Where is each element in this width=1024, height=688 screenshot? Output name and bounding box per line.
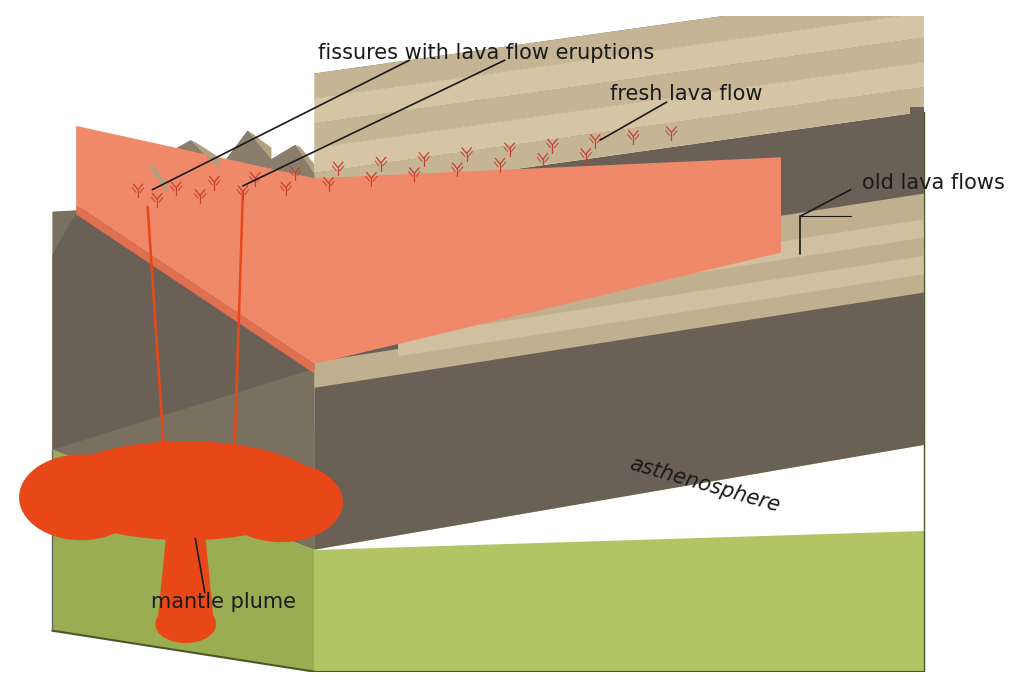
Polygon shape — [482, 230, 924, 301]
Polygon shape — [314, 62, 924, 173]
Polygon shape — [248, 131, 271, 159]
Polygon shape — [565, 212, 924, 294]
Text: mantle plume: mantle plume — [152, 592, 296, 612]
Polygon shape — [157, 530, 214, 626]
Polygon shape — [909, 107, 924, 136]
Polygon shape — [52, 197, 314, 550]
Ellipse shape — [165, 517, 207, 545]
Polygon shape — [314, 530, 924, 671]
Polygon shape — [295, 145, 314, 173]
Polygon shape — [909, 181, 924, 211]
Polygon shape — [314, 0, 924, 98]
Polygon shape — [115, 131, 314, 369]
Text: old lava flows: old lava flows — [862, 173, 1005, 193]
Polygon shape — [314, 111, 924, 550]
Ellipse shape — [19, 455, 143, 540]
Polygon shape — [314, 0, 924, 74]
Polygon shape — [398, 248, 924, 356]
Ellipse shape — [156, 605, 216, 643]
Text: asthenosphere: asthenosphere — [628, 454, 782, 516]
Polygon shape — [314, 62, 924, 149]
Polygon shape — [314, 37, 924, 148]
Polygon shape — [314, 267, 924, 364]
Polygon shape — [649, 193, 924, 238]
Polygon shape — [565, 212, 924, 270]
Polygon shape — [398, 248, 924, 332]
Polygon shape — [314, 87, 924, 173]
Polygon shape — [76, 126, 781, 364]
Polygon shape — [147, 164, 167, 193]
Polygon shape — [909, 131, 924, 161]
Ellipse shape — [48, 441, 324, 540]
Polygon shape — [482, 230, 924, 325]
Text: fissures with lava flow eruptions: fissures with lava flow eruptions — [317, 43, 654, 63]
Polygon shape — [909, 206, 924, 235]
Text: fresh lava flow: fresh lava flow — [609, 85, 762, 105]
Ellipse shape — [219, 462, 343, 542]
Polygon shape — [190, 140, 219, 169]
Polygon shape — [314, 12, 924, 99]
Polygon shape — [76, 205, 314, 374]
Polygon shape — [314, 37, 924, 124]
Polygon shape — [52, 131, 314, 450]
Polygon shape — [52, 426, 924, 550]
Polygon shape — [52, 450, 314, 671]
Polygon shape — [909, 156, 924, 186]
Polygon shape — [314, 267, 924, 388]
Polygon shape — [649, 193, 924, 262]
Polygon shape — [314, 87, 924, 197]
Polygon shape — [314, 12, 924, 123]
